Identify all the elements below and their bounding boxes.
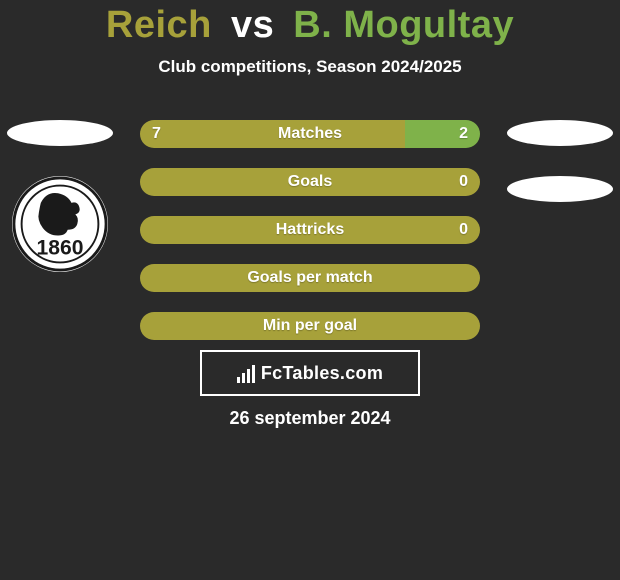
bar-value-player1: 7 (152, 120, 161, 148)
stat-bar: Min per goal (140, 312, 480, 340)
stat-bar: Hattricks0 (140, 216, 480, 244)
bar-label: Hattricks (140, 216, 480, 244)
snapshot-date: 26 september 2024 (0, 408, 620, 429)
stat-bars: Matches72Goals0Hattricks0Goals per match… (140, 120, 480, 340)
vs-label: vs (231, 4, 274, 46)
brand-text: FcTables.com (261, 363, 383, 384)
right-side-column (500, 120, 620, 202)
player2-name: B. Mogultay (293, 4, 514, 46)
bar-label: Min per goal (140, 312, 480, 340)
stat-bar: Goals0 (140, 168, 480, 196)
player2-shadow-oval-2 (507, 176, 613, 202)
brand-box: FcTables.com (200, 350, 420, 396)
club-crest-svg: 1860 (12, 176, 108, 272)
bar-label: Matches (140, 120, 480, 148)
comparison-title: Reich vs B. Mogultay (0, 0, 620, 47)
bar-value-player2: 0 (459, 216, 468, 244)
player1-name: Reich (106, 4, 212, 46)
player1-club-crest: 1860 (12, 176, 108, 272)
bars-icon (237, 363, 255, 383)
crest-year: 1860 (37, 237, 84, 260)
player2-shadow-oval-1 (507, 120, 613, 146)
bar-value-player2: 2 (459, 120, 468, 148)
player1-shadow-oval (7, 120, 113, 146)
left-side-column: 1860 (0, 120, 120, 272)
stat-bar: Matches7 2 (140, 120, 480, 148)
bar-value-player2: 0 (459, 168, 468, 196)
subtitle: Club competitions, Season 2024/2025 (0, 57, 620, 77)
bar-label: Goals (140, 168, 480, 196)
stat-bar: Goals per match (140, 264, 480, 292)
bar-label: Goals per match (140, 264, 480, 292)
